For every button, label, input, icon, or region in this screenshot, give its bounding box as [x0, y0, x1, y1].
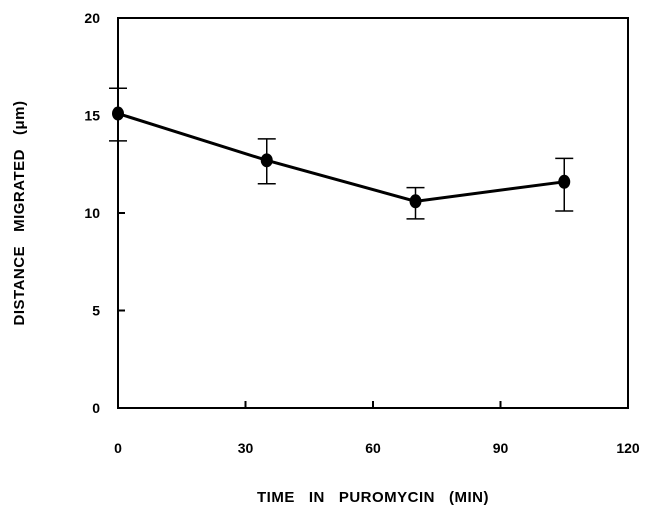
y-tick-label: 10	[84, 205, 100, 221]
y-tick-label: 5	[92, 303, 100, 319]
y-axis-title: DISTANCE MIGRATED (μm)	[11, 101, 28, 326]
plot-area-frame	[117, 17, 629, 409]
x-tick-label: 120	[616, 440, 640, 456]
x-tick-label: 0	[114, 440, 122, 456]
error-bars	[109, 87, 574, 220]
data-points	[112, 106, 571, 209]
data-point	[558, 174, 571, 189]
data-point	[409, 194, 422, 209]
x-tick-label: 90	[493, 440, 509, 456]
y-axis: 0 5 10 15 20	[84, 10, 125, 416]
x-tick-label: 30	[238, 440, 254, 456]
data-point	[260, 153, 273, 168]
y-tick-label: 20	[84, 10, 100, 26]
x-tick-label: 60	[365, 440, 381, 456]
y-tick-label: 0	[92, 400, 100, 416]
x-axis-title: TIME IN PUROMYCIN (MIN)	[257, 489, 489, 506]
series-line	[117, 112, 565, 203]
y-tick-label: 15	[84, 108, 100, 124]
data-point	[112, 106, 124, 121]
x-axis: 0 30 60 90 120	[114, 401, 640, 456]
